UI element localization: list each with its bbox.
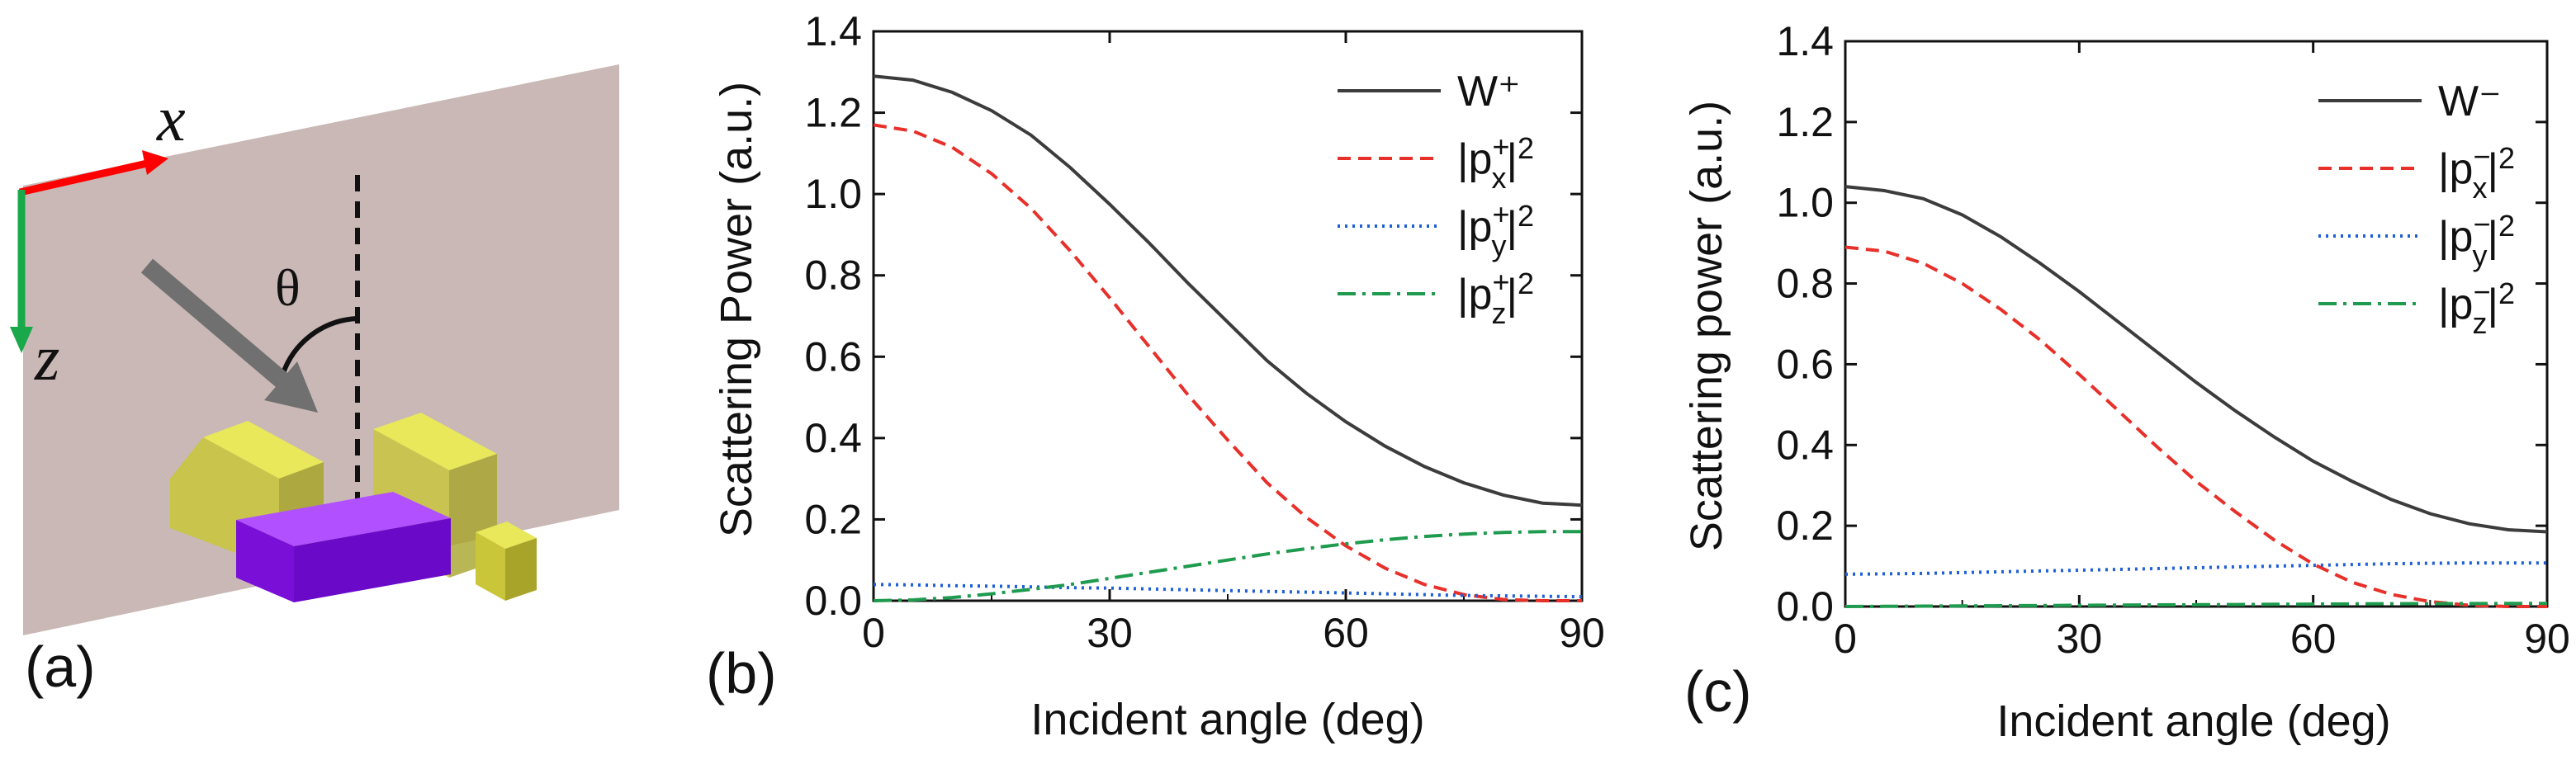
chart-c-y-tick-label-1: 0.2 <box>1776 503 1834 549</box>
chart-b-y-tick-label-7: 1.4 <box>804 8 862 54</box>
purple-bar-front <box>236 520 294 602</box>
chart-b-plot-area: 0.00.20.40.60.81.01.21.40 30 60 90W⁺|p+ x|2|… <box>804 8 1604 656</box>
chart-b-y-tick-label-2: 0.4 <box>804 415 862 461</box>
panel-b-label: (b) <box>706 641 777 706</box>
legend-label-chart-c-0: W⁻ <box>2438 78 2502 125</box>
chart-c-y-tick-label-7: 1.4 <box>1776 18 1834 64</box>
chart-b-y-tick-label-3: 0.6 <box>804 333 862 380</box>
chart-c-series-line-3 <box>1844 602 2547 608</box>
chart-c-y-tick-label-3: 0.6 <box>1776 341 1834 387</box>
small-cube-side <box>505 538 537 601</box>
chart-b-y-tick-label-5: 1.0 <box>804 171 862 217</box>
legend-label-chart-c-3: |p− z|2 <box>2438 275 2515 340</box>
legend-label-chart-c-1: |p− x|2 <box>2438 139 2515 205</box>
chart-c-y-axis-title: Scattering power (a.u.) <box>1682 101 1731 551</box>
chart-c-x-tick-label-2: 60 <box>2290 616 2337 662</box>
x-axis-symbol: x <box>156 83 186 154</box>
chart-c-y-tick-label-6: 1.2 <box>1776 99 1834 145</box>
angle-theta-symbol: θ <box>275 258 301 317</box>
z-axis-symbol: z <box>34 322 59 394</box>
angle-arc <box>280 316 358 376</box>
chart-b-y-tick-label-4: 0.8 <box>804 253 862 299</box>
x-axis-arrowhead <box>142 150 168 175</box>
chart-b-y-tick-label-6: 1.2 <box>804 90 862 136</box>
purple-bar-side <box>294 518 451 602</box>
right-block-top <box>373 413 497 470</box>
chart-c: 0.00.20.40.60.81.01.21.40 30 60 90W⁻|p− x|2|… <box>1682 18 2570 746</box>
panel-a-label: (a) <box>25 635 96 699</box>
legend-label-chart-c-2: |p− y|2 <box>2438 207 2515 272</box>
chart-b-x-tick-label-1: 30 <box>1087 610 1133 656</box>
chart-b: 0.00.20.40.60.81.01.21.40 30 60 90W⁺|p+ x|2|… <box>706 8 1605 744</box>
chart-c-x-tick-label-0: 0 <box>1834 616 1857 662</box>
chart-b-x-tick-label-2: 60 <box>1323 610 1369 656</box>
chart-c-series-line-2 <box>1844 561 2547 576</box>
chart-c-x-tick-label-1: 30 <box>2057 616 2103 662</box>
incident-beam-arrowhead <box>264 361 318 413</box>
chart-b-series-line-3 <box>873 530 1582 602</box>
chart-c-y-tick-label-2: 0.4 <box>1776 422 1834 468</box>
legend-label-chart-b-2: |p+ y|2 <box>1457 197 1534 262</box>
chart-c-series-line-0 <box>1844 185 2548 534</box>
chart-c-y-tick-label-5: 1.0 <box>1776 180 1834 226</box>
chart-c-y-tick-label-0: 0.0 <box>1776 583 1834 630</box>
incident-beam-arrow <box>140 258 291 389</box>
nanostructure <box>170 413 537 602</box>
chart-b-y-tick-label-1: 0.2 <box>804 496 862 542</box>
panel-c-label: (c) <box>1684 659 1752 724</box>
chart-b-x-tick-label-0: 0 <box>862 610 885 656</box>
chart-b-y-tick-label-0: 0.0 <box>804 578 862 624</box>
x-axis-arrow <box>19 159 148 196</box>
z-axis-arrowhead <box>10 327 33 353</box>
chart-c-y-tick-label-4: 0.8 <box>1776 261 1834 307</box>
chart-c-plot-area: 0.00.20.40.60.81.01.21.40 30 60 90W⁻|p− x|2|… <box>1776 18 2569 662</box>
small-cube-front <box>476 532 505 601</box>
chart-c-series-line-1 <box>1844 245 2547 608</box>
legend-label-chart-b-0: W⁺ <box>1457 68 1521 116</box>
chart-b-series-line-1 <box>873 123 1582 602</box>
small-cube-top <box>476 522 537 549</box>
chart-b-y-axis-title: Scattering Power (a.u.) <box>712 82 761 537</box>
legend-label-chart-b-1: |p+ x|2 <box>1457 130 1534 195</box>
left-block-top <box>203 421 324 479</box>
chart-b-series-line-0 <box>873 74 1583 507</box>
legend-label-chart-b-3: |p+ z|2 <box>1457 265 1534 330</box>
schematic-panel: x z θ (a) <box>10 64 619 699</box>
chart-b-x-tick-label-3: 90 <box>1559 610 1605 656</box>
chart-c-x-axis-title: Incident angle (deg) <box>1996 696 2390 746</box>
chart-b-x-axis-title: Incident angle (deg) <box>1030 695 1424 744</box>
purple-bar-top <box>236 492 451 546</box>
chart-c-x-tick-label-3: 90 <box>2524 616 2570 662</box>
